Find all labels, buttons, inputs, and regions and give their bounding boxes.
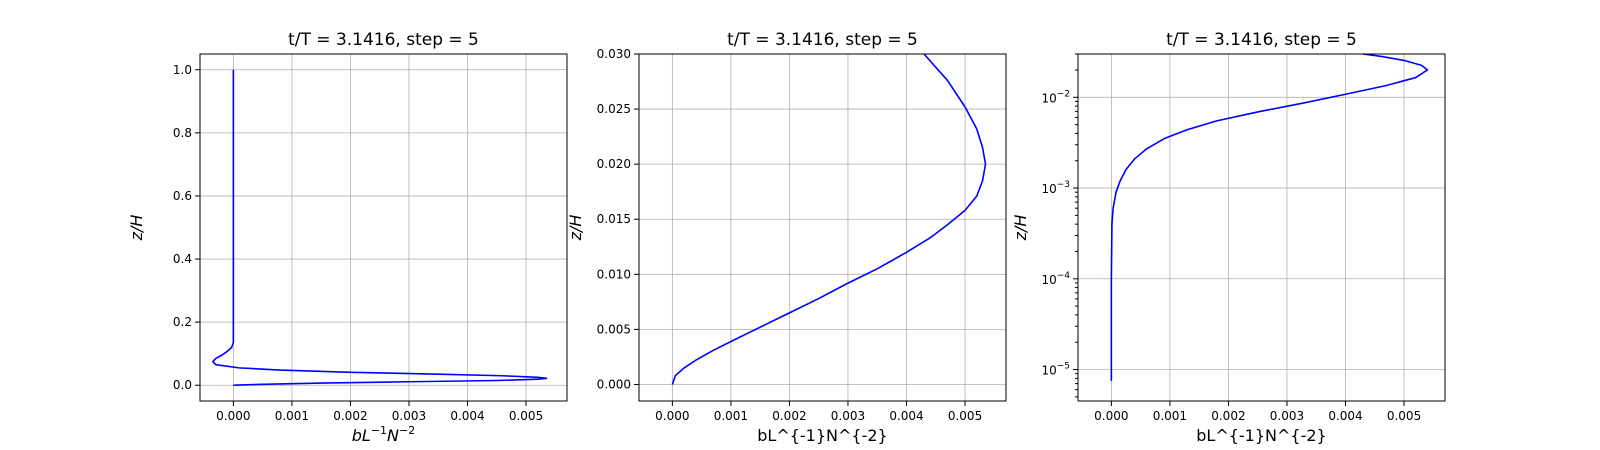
y-tick-label: 0.030	[597, 47, 631, 61]
y-tick-label: 0.0	[173, 378, 192, 392]
chart-title: t/T = 3.1416, step = 5	[1166, 30, 1357, 50]
profile-line	[212, 69, 548, 387]
y-tick-label: 10−4	[1041, 271, 1070, 287]
chart-panel-1: 0.000 0.001 0.002 0.003 0.004 0.005 0.0 0.2 0.4 0…	[127, 30, 568, 445]
x-tick-label: 0.000	[655, 409, 689, 423]
axes-frame	[1077, 53, 1446, 402]
y-tick-label: 0.8	[173, 126, 192, 140]
x-tick-label: 0.000	[1094, 409, 1128, 423]
x-tick-label: 0.005	[948, 409, 982, 423]
x-tick-label: 0.004	[889, 409, 923, 423]
x-tick-label: 0.001	[275, 409, 309, 423]
chart-title: t/T = 3.1416, step = 5	[288, 30, 479, 50]
axes-frame	[199, 53, 568, 402]
y-tick-label: 0.020	[597, 157, 631, 171]
profile-line	[671, 53, 987, 385]
y-tick-label: 10−2	[1041, 89, 1070, 105]
x-tick-label: 0.003	[392, 409, 426, 423]
y-tick-label: 0.6	[173, 189, 192, 203]
y-tick-label: 0.025	[597, 102, 631, 116]
x-tick-label: 0.002	[1211, 409, 1245, 423]
y-tick-label: 0.000	[597, 377, 631, 391]
x-tick-label: 0.004	[450, 409, 484, 423]
x-tick-label: 0.002	[772, 409, 806, 423]
y-tick-label: 10−5	[1041, 362, 1070, 378]
x-axis-label: bL^{-1}N^{-2}	[1196, 426, 1326, 445]
y-tick-label: 0.2	[173, 315, 192, 329]
y-tick-label: 10−3	[1041, 180, 1070, 196]
x-tick-label: 0.001	[714, 409, 748, 423]
x-tick-label: 0.003	[831, 409, 865, 423]
chart-title: t/T = 3.1416, step = 5	[727, 30, 918, 50]
y-axis-label: z/H	[566, 215, 585, 242]
x-tick-label: 0.002	[333, 409, 367, 423]
profile-line	[1110, 53, 1429, 381]
axes-frame	[638, 53, 1007, 402]
y-tick-label: 0.4	[173, 252, 192, 266]
y-tick-label: 0.015	[597, 212, 631, 226]
x-tick-label: 0.004	[1328, 409, 1362, 423]
x-axis-label: bL^{-1}N^{-2}	[757, 426, 887, 445]
x-axis-label: bL−1N−2	[352, 424, 415, 445]
chart-panel-3: 0.000 0.001 0.002 0.003 0.004 0.005 10−5 10−4 10…	[1011, 30, 1446, 445]
x-tick-label: 0.001	[1153, 409, 1187, 423]
chart-panel-2: 0.000 0.001 0.002 0.003 0.004 0.005 0.000 0.005…	[566, 30, 1007, 445]
x-tick-label: 0.005	[509, 409, 543, 423]
x-tick-label: 0.000	[216, 409, 250, 423]
x-tick-label: 0.005	[1387, 409, 1421, 423]
y-tick-label: 0.010	[597, 267, 631, 281]
y-tick-label: 1.0	[173, 63, 192, 77]
y-axis-label: z/H	[1011, 215, 1030, 242]
y-axis-label: z/H	[127, 215, 146, 242]
x-tick-label: 0.003	[1270, 409, 1304, 423]
y-tick-label: 0.005	[597, 322, 631, 336]
